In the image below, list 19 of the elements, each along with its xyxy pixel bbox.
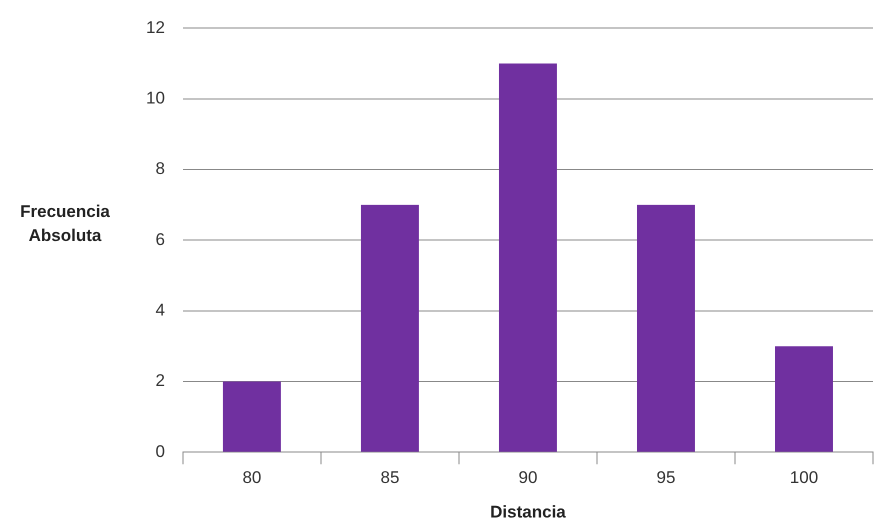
y-tick-label: 4 (155, 300, 165, 320)
y-tick-label: 0 (155, 442, 165, 461)
x-tick-label: 80 (242, 468, 262, 488)
x-tick-label: 85 (380, 468, 400, 488)
y-tick-label: 2 (155, 371, 165, 390)
bar (775, 346, 833, 452)
bar (222, 382, 281, 452)
y-tick-label: 10 (146, 88, 165, 108)
x-tick-label: 95 (656, 468, 676, 488)
y-tick-label: 8 (155, 159, 165, 178)
bar (498, 64, 557, 452)
y-tick-label: 6 (155, 230, 165, 249)
x-axis-title: Distancia (490, 502, 566, 522)
bar (360, 204, 419, 452)
bar (636, 204, 695, 452)
y-tick-label: 12 (146, 18, 165, 37)
x-tick-label: 100 (790, 468, 818, 488)
x-tick-label: 90 (518, 468, 538, 488)
y-axis-title: Frecuencia Absoluta (19, 201, 111, 247)
